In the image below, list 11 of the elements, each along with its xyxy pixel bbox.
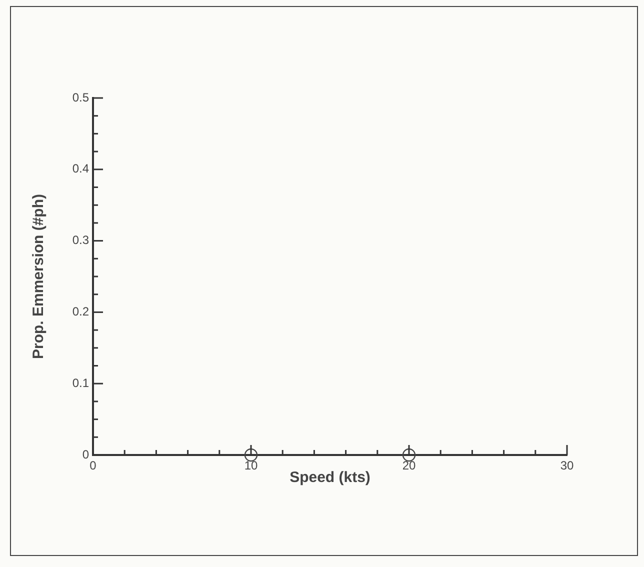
y-tick-label: 0 bbox=[82, 447, 90, 462]
y-tick-label: 0.5 bbox=[72, 90, 90, 104]
y-tick-label: 0.4 bbox=[72, 162, 90, 176]
x-axis-title: Speed (kts) bbox=[290, 469, 370, 486]
x-tick-label: 20 bbox=[402, 458, 416, 473]
y-tick-label: 0.3 bbox=[72, 233, 90, 248]
y-tick-label: 0.2 bbox=[72, 304, 90, 319]
x-tick-label: 30 bbox=[560, 458, 574, 473]
y-axis-title: Prop. Emmersion (#ph) bbox=[30, 194, 48, 360]
y-tick-label: 0.1 bbox=[72, 376, 90, 390]
x-tick-label: 10 bbox=[244, 458, 258, 473]
